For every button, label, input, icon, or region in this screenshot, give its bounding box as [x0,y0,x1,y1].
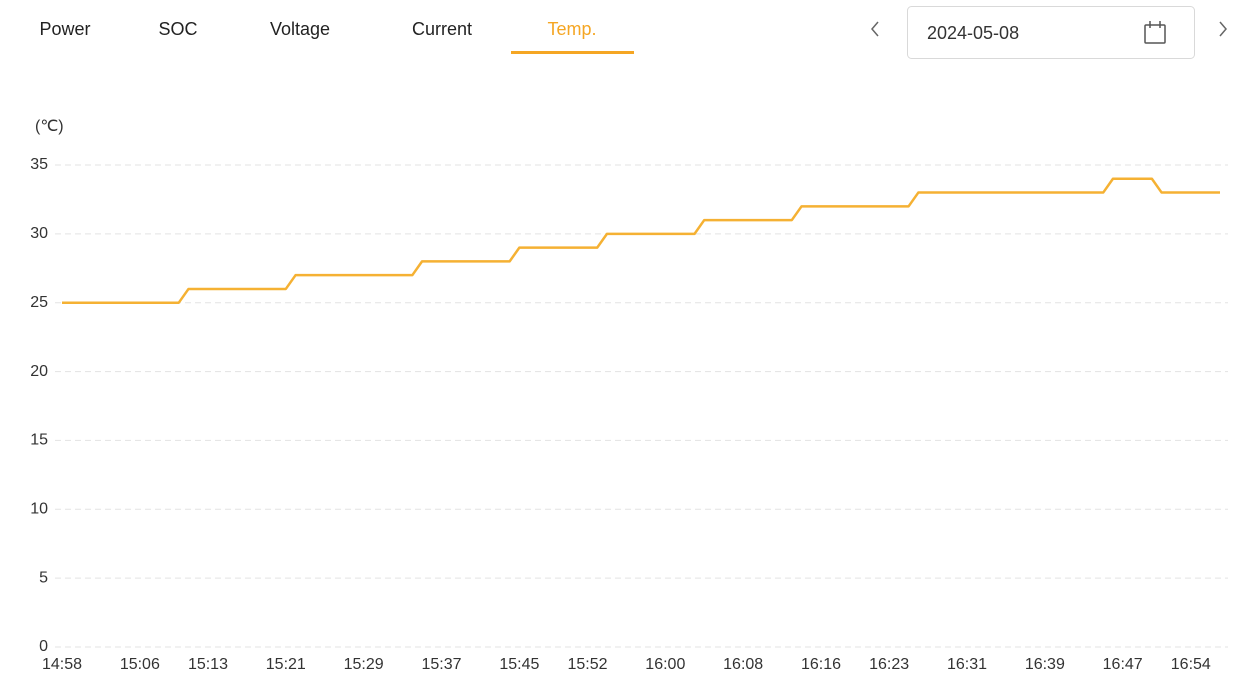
tab[interactable]: Voltage [270,19,330,39]
x-tick-label: 16:16 [801,656,841,673]
date-text: 2024-05-08 [927,23,1019,43]
next-date-button[interactable] [1219,21,1227,37]
tab[interactable]: SOC [158,19,197,39]
x-tick-label: 15:52 [567,656,607,673]
x-tick-label: 16:00 [645,656,685,673]
x-tick-label: 15:37 [421,656,461,673]
x-tick-label: 16:54 [1171,656,1211,673]
y-tick-label: 10 [30,501,48,518]
x-tick-label: 15:06 [120,656,160,673]
x-tick-label: 15:13 [188,656,228,673]
y-tick-label: 5 [39,569,48,586]
tab[interactable]: Temp. [547,19,596,39]
y-tick-label: 15 [30,432,48,449]
x-tick-label: 16:47 [1103,656,1143,673]
x-tick-label: 15:45 [499,656,539,673]
y-tick-label: 20 [30,363,48,380]
tab[interactable]: Current [412,19,472,39]
prev-date-button[interactable] [871,21,879,37]
date-picker[interactable] [907,6,1195,59]
x-tick-label: 16:23 [869,656,909,673]
plot: 0 5 10 15 20 25 30 35 14:58 15:06 15:13 15:21 15:29 1… [30,156,1228,673]
y-axis-label: (℃) [35,118,64,135]
tab-bar: Power SOC Voltage Current Temp. [39,19,634,54]
tab[interactable]: Power [39,19,90,39]
y-tick-label: 0 [39,638,48,655]
x-tick-label: 16:39 [1025,656,1065,673]
temperature-line [62,177,1220,304]
x-tick-label: 16:08 [723,656,763,673]
x-tick-label: 16:31 [947,656,987,673]
y-tick-label: 30 [30,225,48,242]
x-tick-label: 15:21 [266,656,306,673]
x-tick-label: 14:58 [42,656,82,673]
y-tick-label: 25 [30,294,48,311]
calendar-icon [1144,21,1166,44]
active-tab-underline [511,51,634,54]
y-tick-label: 35 [30,156,48,173]
x-tick-label: 15:29 [344,656,384,673]
